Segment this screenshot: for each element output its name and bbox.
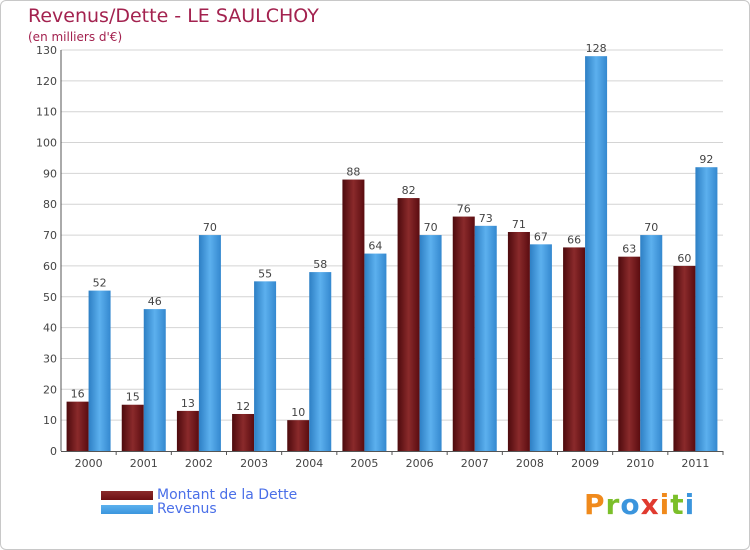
legend-label-dette: Montant de la Dette <box>157 487 298 503</box>
x-tick-label: 2008 <box>516 457 544 470</box>
data-label-dette: 15 <box>126 391 140 404</box>
x-tick-label: 2004 <box>295 457 323 470</box>
x-tick-label: 2005 <box>350 457 378 470</box>
y-tick-label: 20 <box>43 383 57 396</box>
bar-revenus <box>309 272 332 451</box>
data-label-dette: 66 <box>567 233 581 246</box>
bar-dette <box>397 198 420 451</box>
y-tick-label: 120 <box>36 75 57 88</box>
y-tick-label: 70 <box>43 229 57 242</box>
x-tick-label: 2010 <box>626 457 654 470</box>
data-label-revenus: 70 <box>644 221 658 234</box>
legend-swatch-dette <box>101 491 153 500</box>
y-tick-label: 30 <box>43 352 57 365</box>
bar-dette <box>563 247 586 451</box>
x-tick-label: 2002 <box>185 457 213 470</box>
legend-swatch-revenus <box>101 505 153 514</box>
data-label-revenus: 46 <box>148 295 162 308</box>
x-tick-label: 2001 <box>130 457 158 470</box>
data-label-revenus: 70 <box>203 221 217 234</box>
bar-revenus <box>254 281 277 451</box>
legend-item-revenus: Revenus <box>101 501 401 519</box>
data-label-revenus: 58 <box>313 258 327 271</box>
data-label-revenus: 55 <box>258 267 272 280</box>
chart-subtitle: (en milliers d'€) <box>28 30 123 44</box>
data-label-revenus: 70 <box>424 221 438 234</box>
y-tick-label: 130 <box>36 44 57 57</box>
bar-dette <box>618 256 641 451</box>
bar-revenus <box>419 235 442 451</box>
x-tick-label: 2007 <box>461 457 489 470</box>
data-label-dette: 13 <box>181 397 195 410</box>
bar-dette <box>176 410 199 451</box>
x-tick-label: 2003 <box>240 457 268 470</box>
bar-dette <box>507 231 530 451</box>
bar-dette <box>232 413 255 451</box>
data-label-revenus: 64 <box>368 240 382 253</box>
data-label-revenus: 67 <box>534 230 548 243</box>
data-label-dette: 71 <box>512 218 526 231</box>
data-label-revenus: 52 <box>93 277 107 290</box>
x-tick-label: 2009 <box>571 457 599 470</box>
bar-dette <box>287 420 310 451</box>
proxiti-logo: Proxiti <box>584 488 696 521</box>
y-tick-label: 60 <box>43 260 57 273</box>
data-label-revenus: 73 <box>479 212 493 225</box>
data-label-dette: 12 <box>236 400 250 413</box>
data-label-dette: 82 <box>402 184 416 197</box>
y-tick-label: 50 <box>43 291 57 304</box>
bar-revenus <box>585 56 608 452</box>
bar-dette <box>452 216 475 451</box>
y-tick-label: 90 <box>43 167 57 180</box>
bar-revenus <box>198 235 221 451</box>
data-label-dette: 16 <box>71 388 85 401</box>
bar-dette <box>673 265 696 451</box>
y-tick-label: 40 <box>43 322 57 335</box>
bar-revenus <box>529 244 552 451</box>
data-label-dette: 60 <box>677 252 691 265</box>
bar-revenus <box>474 225 497 451</box>
y-tick-label: 110 <box>36 106 57 119</box>
x-tick-label: 2006 <box>406 457 434 470</box>
bar-revenus <box>88 290 111 451</box>
data-label-dette: 76 <box>457 203 471 216</box>
bar-dette <box>66 401 89 451</box>
bar-revenus <box>143 309 166 451</box>
chart-title: Revenus/Dette - LE SAULCHOY <box>28 5 319 27</box>
x-tick-label: 2011 <box>681 457 709 470</box>
bar-dette <box>121 404 144 451</box>
data-label-dette: 63 <box>622 243 636 256</box>
bar-revenus <box>695 167 718 451</box>
data-label-revenus: 92 <box>699 153 713 166</box>
y-tick-label: 0 <box>50 445 57 458</box>
data-label-revenus: 128 <box>586 42 607 55</box>
y-tick-label: 10 <box>43 414 57 427</box>
y-tick-label: 80 <box>43 198 57 211</box>
legend-label-revenus: Revenus <box>157 501 217 517</box>
bar-revenus <box>364 253 387 451</box>
data-label-dette: 10 <box>291 406 305 419</box>
y-tick-label: 100 <box>36 137 57 150</box>
data-label-dette: 88 <box>346 166 360 179</box>
legend-item-dette: Montant de la Dette <box>101 487 401 505</box>
bar-dette <box>342 179 365 452</box>
bar-revenus <box>640 235 663 451</box>
x-tick-label: 2000 <box>75 457 103 470</box>
